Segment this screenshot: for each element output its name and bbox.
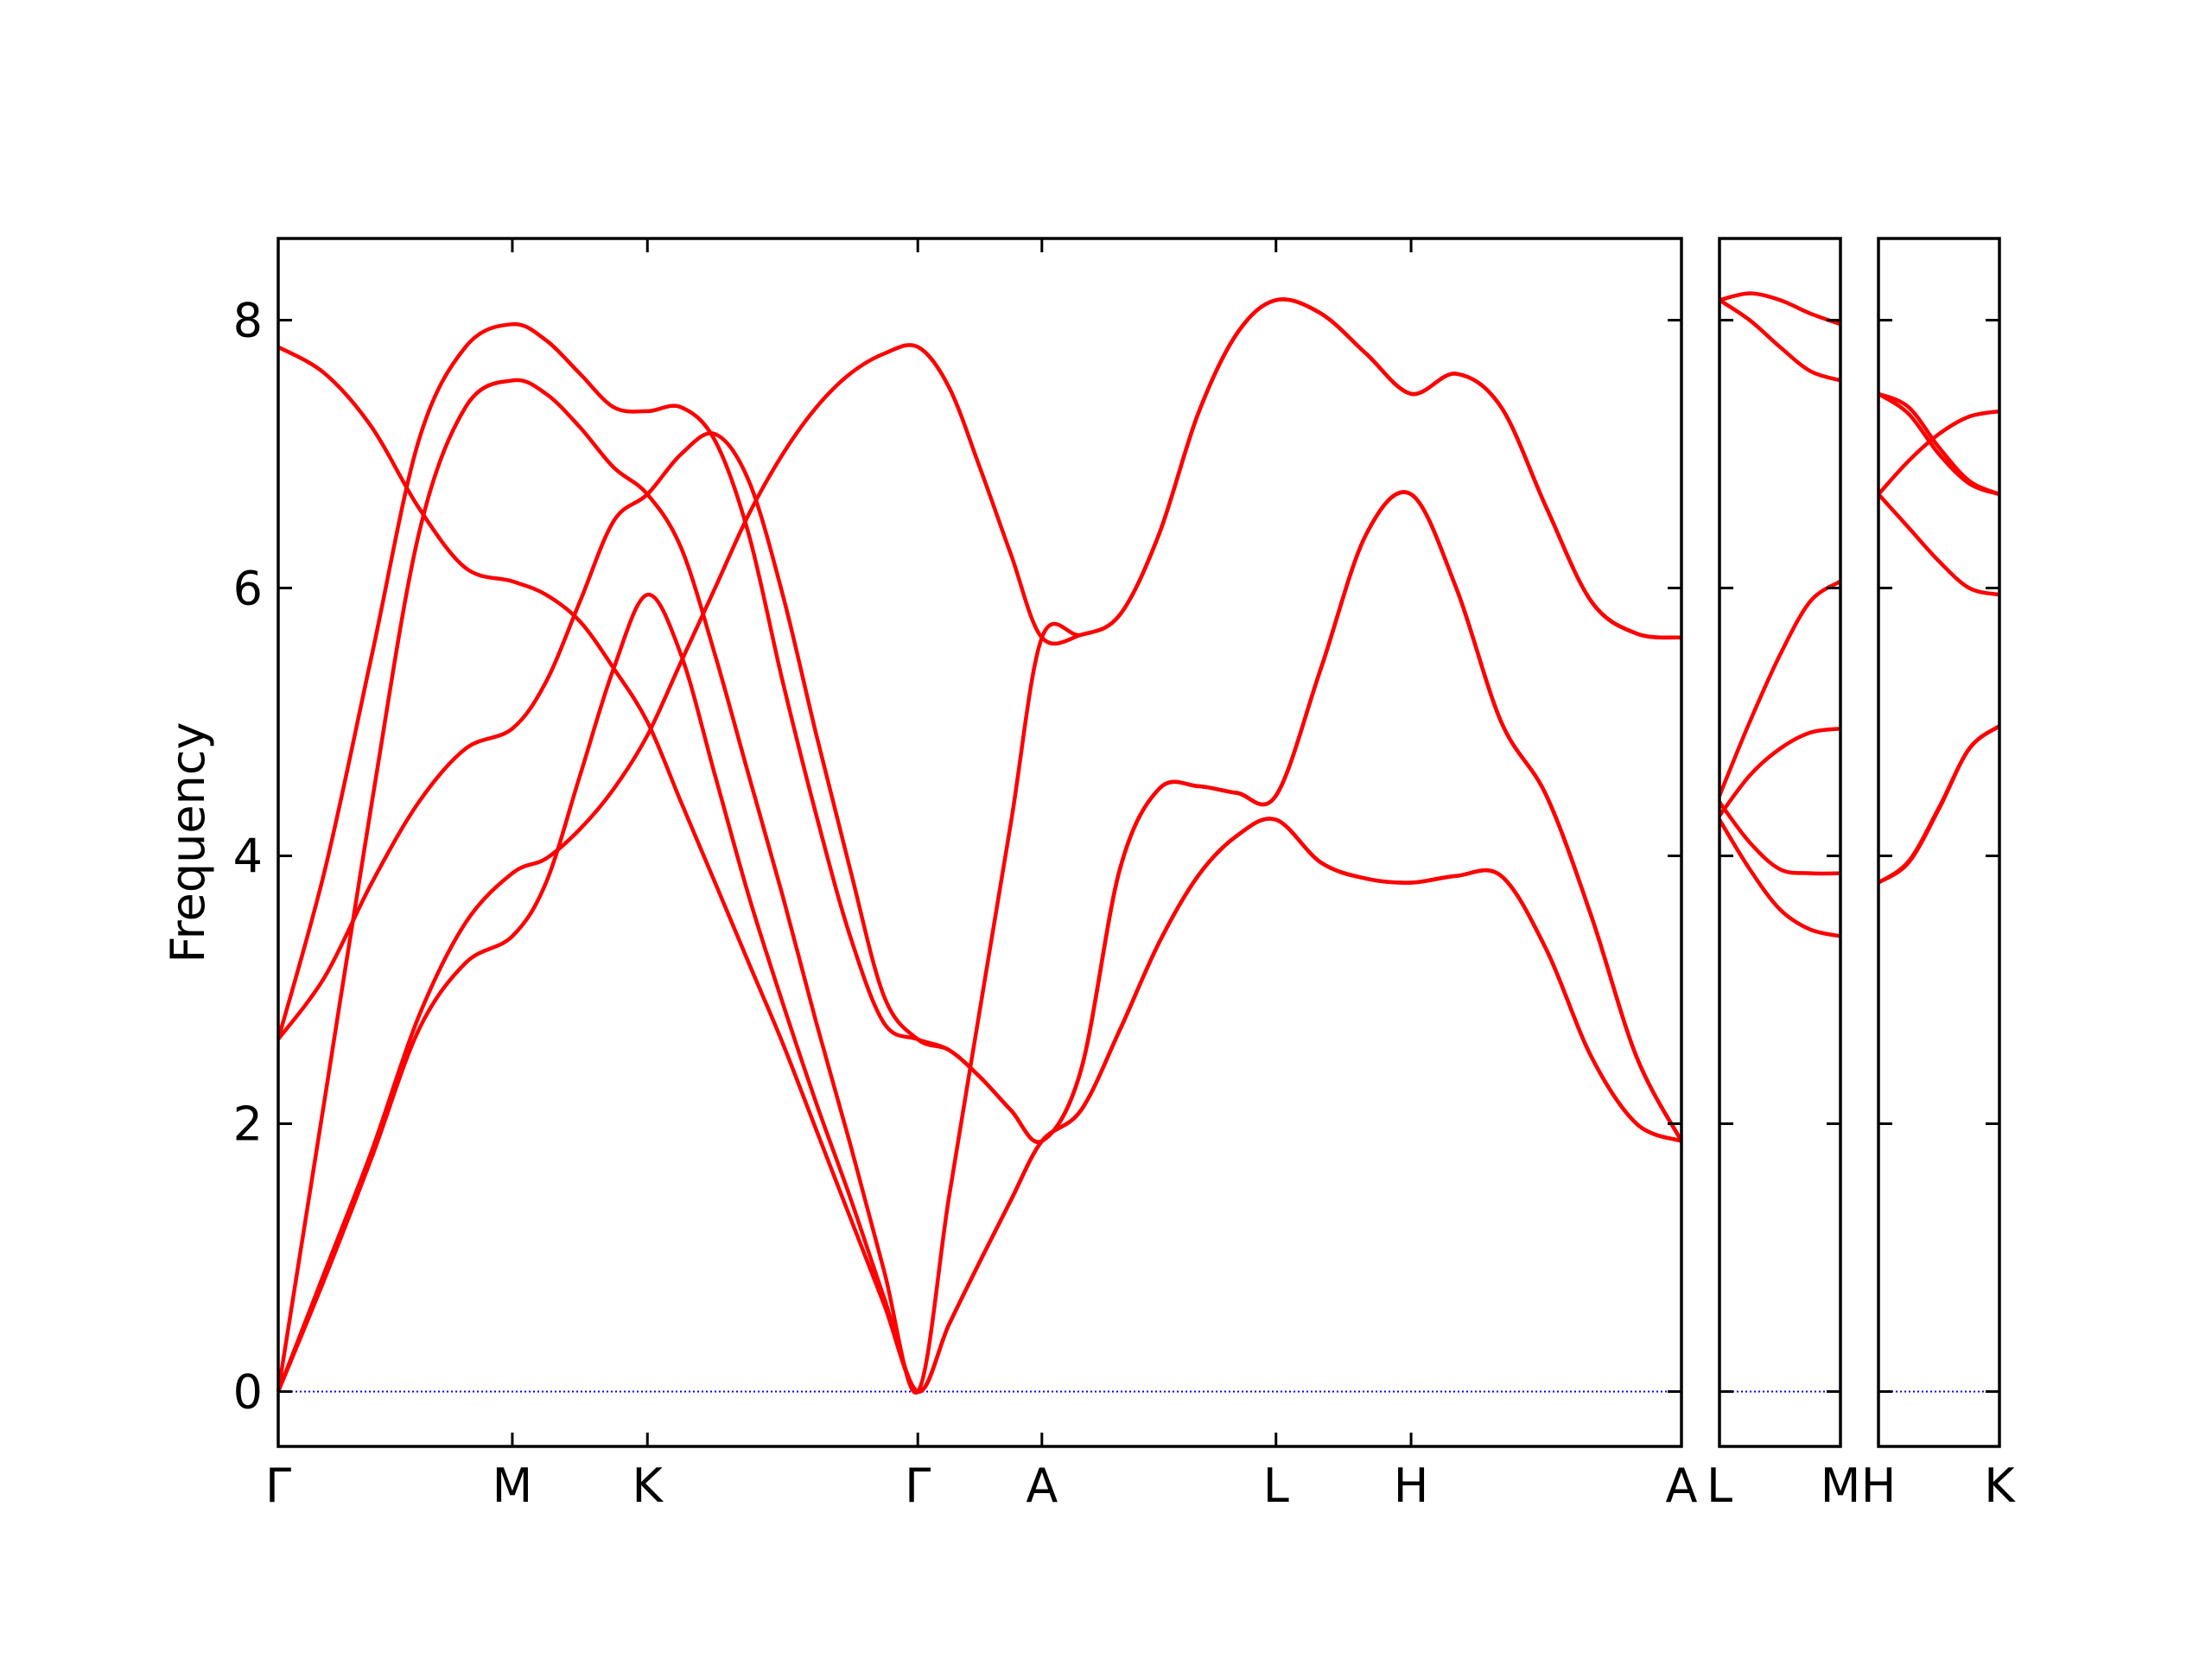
- x-tick-label: A: [1026, 1459, 1058, 1513]
- x-tick-label: L: [1263, 1459, 1289, 1513]
- y-tick-label: 6: [233, 562, 263, 616]
- axes-frame: [1718, 237, 1842, 1448]
- x-tick-label: K: [632, 1459, 664, 1513]
- y-tick-label: 0: [233, 1364, 263, 1419]
- y-axis-label: Frequency: [161, 722, 215, 963]
- band-line: [1717, 579, 1842, 797]
- x-tick-label: Γ: [265, 1459, 291, 1513]
- y-tick-label: 4: [233, 829, 263, 883]
- x-tick-label: A: [1666, 1459, 1698, 1513]
- x-tick-label: M: [493, 1459, 533, 1513]
- x-tick-label: K: [1984, 1459, 2016, 1513]
- x-tick-label: Γ: [905, 1459, 931, 1513]
- band-line: [276, 593, 1682, 1394]
- band-line: [1877, 493, 2000, 597]
- y-tick-label: 8: [233, 294, 263, 348]
- x-tick-label: M: [1821, 1459, 1861, 1513]
- band-line: [1718, 818, 1841, 938]
- band-line: [1718, 727, 1841, 817]
- band-line: [276, 431, 1683, 1145]
- axes-frame: [276, 237, 1683, 1448]
- band-line: [276, 297, 1682, 1395]
- y-tick-label: 2: [233, 1096, 263, 1151]
- band-line: [1877, 409, 2000, 496]
- axes-frame: [1877, 237, 2001, 1448]
- x-tick-label: L: [1707, 1459, 1732, 1513]
- x-tick-label: H: [1861, 1459, 1897, 1513]
- band-line: [1877, 724, 2001, 885]
- band-line: [1719, 291, 1841, 327]
- band-line: [1718, 298, 1841, 383]
- band-line: [1718, 801, 1841, 876]
- band-line: [276, 345, 1682, 1394]
- x-tick-label: H: [1394, 1459, 1429, 1513]
- band-line: [1877, 391, 2000, 497]
- band-line: [276, 297, 1682, 1393]
- band-line: [1878, 391, 2000, 497]
